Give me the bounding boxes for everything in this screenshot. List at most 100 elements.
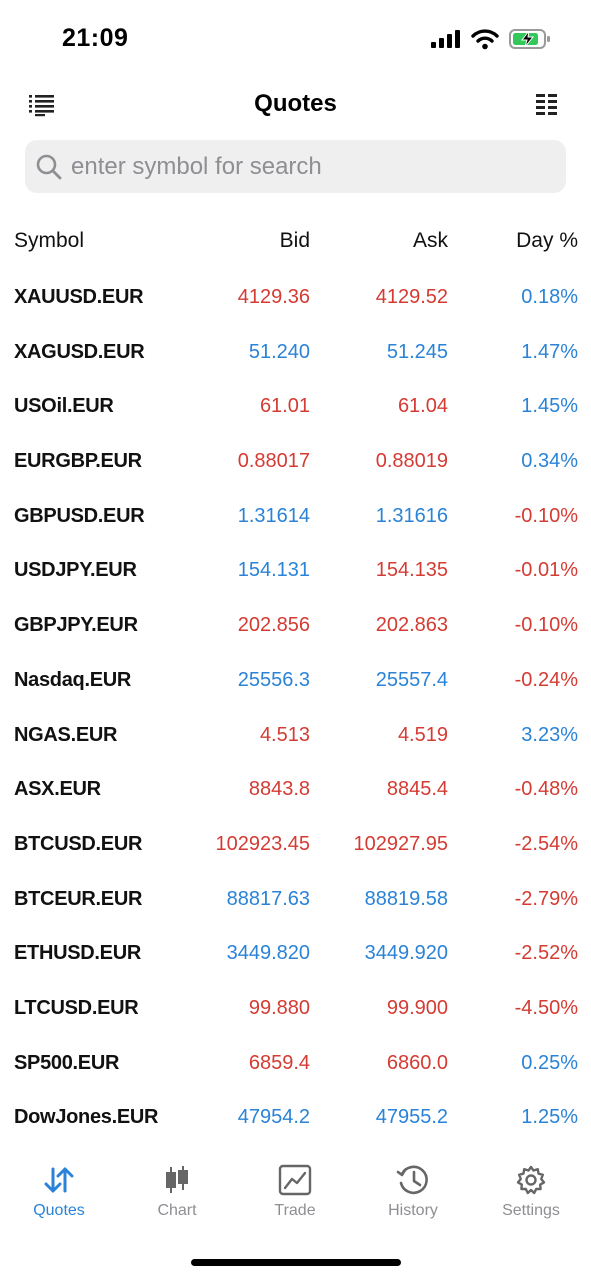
quote-ask: 8845.4: [386, 778, 448, 801]
quote-day-change: -0.48%: [514, 778, 578, 801]
quote-day-change: -0.10%: [514, 504, 578, 527]
quote-row[interactable]: USDJPY.EUR 154.131 154.135 -0.01%: [0, 545, 591, 600]
status-bar: 21:09: [0, 0, 591, 80]
home-indicator: [191, 1259, 401, 1266]
quote-symbol: USOil.EUR: [14, 395, 114, 418]
tab-chart[interactable]: Chart: [122, 1164, 232, 1220]
quote-row[interactable]: BTCEUR.EUR 88817.63 88819.58 -2.79%: [0, 874, 591, 929]
quote-row[interactable]: DowJones.EUR 47954.2 47955.2 1.25%: [0, 1092, 591, 1147]
quotes-list: XAUUSD.EUR 4129.36 4129.52 0.18% XAGUSD.EUR 5…: [0, 272, 591, 1147]
tab-settings-label: Settings: [502, 1202, 560, 1219]
quote-symbol: USDJPY.EUR: [14, 559, 137, 582]
quote-symbol: Nasdaq.EUR: [14, 668, 132, 691]
quote-row[interactable]: SP500.EUR 6859.4 6860.0 0.25%: [0, 1038, 591, 1093]
list-icon: [29, 95, 54, 117]
quote-day-change: -2.54%: [514, 832, 578, 855]
quote-day-change: -4.50%: [514, 996, 578, 1019]
quote-ask: 25557.4: [375, 668, 448, 691]
history-clock-icon: [396, 1165, 428, 1195]
quote-bid: 202.856: [237, 614, 310, 637]
tab-quotes[interactable]: Quotes: [4, 1164, 114, 1220]
quote-symbol: SP500.EUR: [14, 1051, 120, 1074]
quote-ask: 6860.0: [386, 1051, 448, 1074]
quote-bid: 0.88017: [237, 450, 310, 473]
list-view-button[interactable]: [26, 90, 58, 120]
wifi-icon: [471, 29, 499, 50]
quote-ask: 3449.920: [364, 942, 448, 965]
page-title: Quotes: [254, 90, 337, 117]
quote-bid: 47954.2: [237, 1106, 310, 1129]
quote-symbol: BTCUSD.EUR: [14, 832, 143, 855]
quote-ask: 4129.52: [375, 286, 448, 308]
quote-bid: 3449.820: [226, 942, 310, 965]
quote-row[interactable]: ASX.EUR 8843.8 8845.4 -0.48%: [0, 764, 591, 819]
quote-symbol: BTCEUR.EUR: [14, 887, 143, 910]
quote-symbol: XAUUSD.EUR: [14, 286, 144, 308]
quote-ask: 202.863: [375, 614, 448, 637]
quote-day-change: 0.18%: [521, 286, 578, 308]
tab-settings[interactable]: Settings: [476, 1164, 586, 1220]
quote-symbol: ETHUSD.EUR: [14, 942, 142, 965]
quote-row[interactable]: USOil.EUR 61.01 61.04 1.45%: [0, 381, 591, 436]
signal-icon: [431, 30, 460, 48]
tab-history-label: History: [388, 1202, 438, 1219]
quote-day-change: -2.79%: [514, 887, 578, 910]
quote-bid: 154.131: [237, 559, 310, 582]
trade-chart-icon: [278, 1164, 312, 1196]
quotes-table-header: Symbol Bid Ask Day %: [0, 229, 591, 263]
search-icon: [36, 154, 62, 180]
quote-row[interactable]: GBPJPY.EUR 202.856 202.863 -0.10%: [0, 600, 591, 655]
quote-row[interactable]: BTCUSD.EUR 102923.45 102927.95 -2.54%: [0, 819, 591, 874]
quote-bid: 99.880: [248, 996, 310, 1019]
quote-row[interactable]: EURGBP.EUR 0.88017 0.88019 0.34%: [0, 436, 591, 491]
grid-list-icon: [536, 94, 557, 115]
quote-bid: 4.513: [259, 723, 310, 746]
quote-ask: 47955.2: [375, 1106, 448, 1129]
quote-bid: 51.240: [248, 340, 310, 363]
quote-day-change: 1.47%: [521, 340, 578, 363]
tab-quotes-label: Quotes: [33, 1202, 85, 1219]
quote-ask: 99.900: [386, 996, 448, 1019]
quote-bid: 61.01: [259, 395, 310, 418]
quote-ask: 1.31616: [375, 504, 448, 527]
column-header-ask[interactable]: Ask: [412, 229, 448, 252]
search-bar[interactable]: [25, 140, 566, 193]
quote-symbol: LTCUSD.EUR: [14, 996, 139, 1019]
quote-ask: 4.519: [397, 723, 448, 746]
detailed-view-button[interactable]: [531, 90, 563, 120]
quote-bid: 1.31614: [237, 504, 310, 527]
quote-ask: 0.88019: [375, 450, 448, 473]
quote-row[interactable]: XAUUSD.EUR 4129.36 4129.52 0.18%: [0, 272, 591, 327]
quote-symbol: DowJones.EUR: [14, 1106, 159, 1129]
tab-trade-label: Trade: [274, 1202, 316, 1219]
quote-day-change: -2.52%: [514, 942, 578, 965]
quote-row[interactable]: ETHUSD.EUR 3449.820 3449.920 -2.52%: [0, 928, 591, 983]
quote-row[interactable]: Nasdaq.EUR 25556.3 25557.4 -0.24%: [0, 655, 591, 710]
tab-bar: Quotes Chart Trade History: [0, 1152, 591, 1242]
quote-symbol: EURGBP.EUR: [14, 450, 142, 473]
quote-bid: 8843.8: [248, 778, 310, 801]
column-header-bid[interactable]: Bid: [279, 229, 310, 252]
quote-symbol: GBPUSD.EUR: [14, 504, 145, 527]
quote-row[interactable]: NGAS.EUR 4.513 4.519 3.23%: [0, 710, 591, 765]
quote-symbol: XAGUSD.EUR: [14, 340, 145, 363]
quote-day-change: -0.01%: [514, 559, 578, 582]
search-input[interactable]: [71, 140, 551, 193]
quote-ask: 88819.58: [364, 887, 448, 910]
battery-charging-icon: [509, 29, 550, 49]
tab-trade[interactable]: Trade: [240, 1164, 350, 1220]
tab-chart-label: Chart: [157, 1202, 197, 1219]
gear-icon: [516, 1165, 546, 1195]
tab-history[interactable]: History: [358, 1164, 468, 1220]
column-header-day-change[interactable]: Day %: [516, 229, 578, 252]
quote-symbol: NGAS.EUR: [14, 723, 118, 746]
quote-symbol: GBPJPY.EUR: [14, 614, 138, 637]
quote-row[interactable]: XAGUSD.EUR 51.240 51.245 1.47%: [0, 327, 591, 382]
quote-ask: 51.245: [386, 340, 448, 363]
quote-row[interactable]: GBPUSD.EUR 1.31614 1.31616 -0.10%: [0, 491, 591, 546]
column-header-symbol[interactable]: Symbol: [14, 229, 85, 252]
quote-bid: 4129.36: [237, 286, 310, 308]
candlestick-icon: [166, 1166, 188, 1193]
quote-row[interactable]: LTCUSD.EUR 99.880 99.900 -4.50%: [0, 983, 591, 1038]
quote-day-change: 3.23%: [521, 723, 578, 746]
